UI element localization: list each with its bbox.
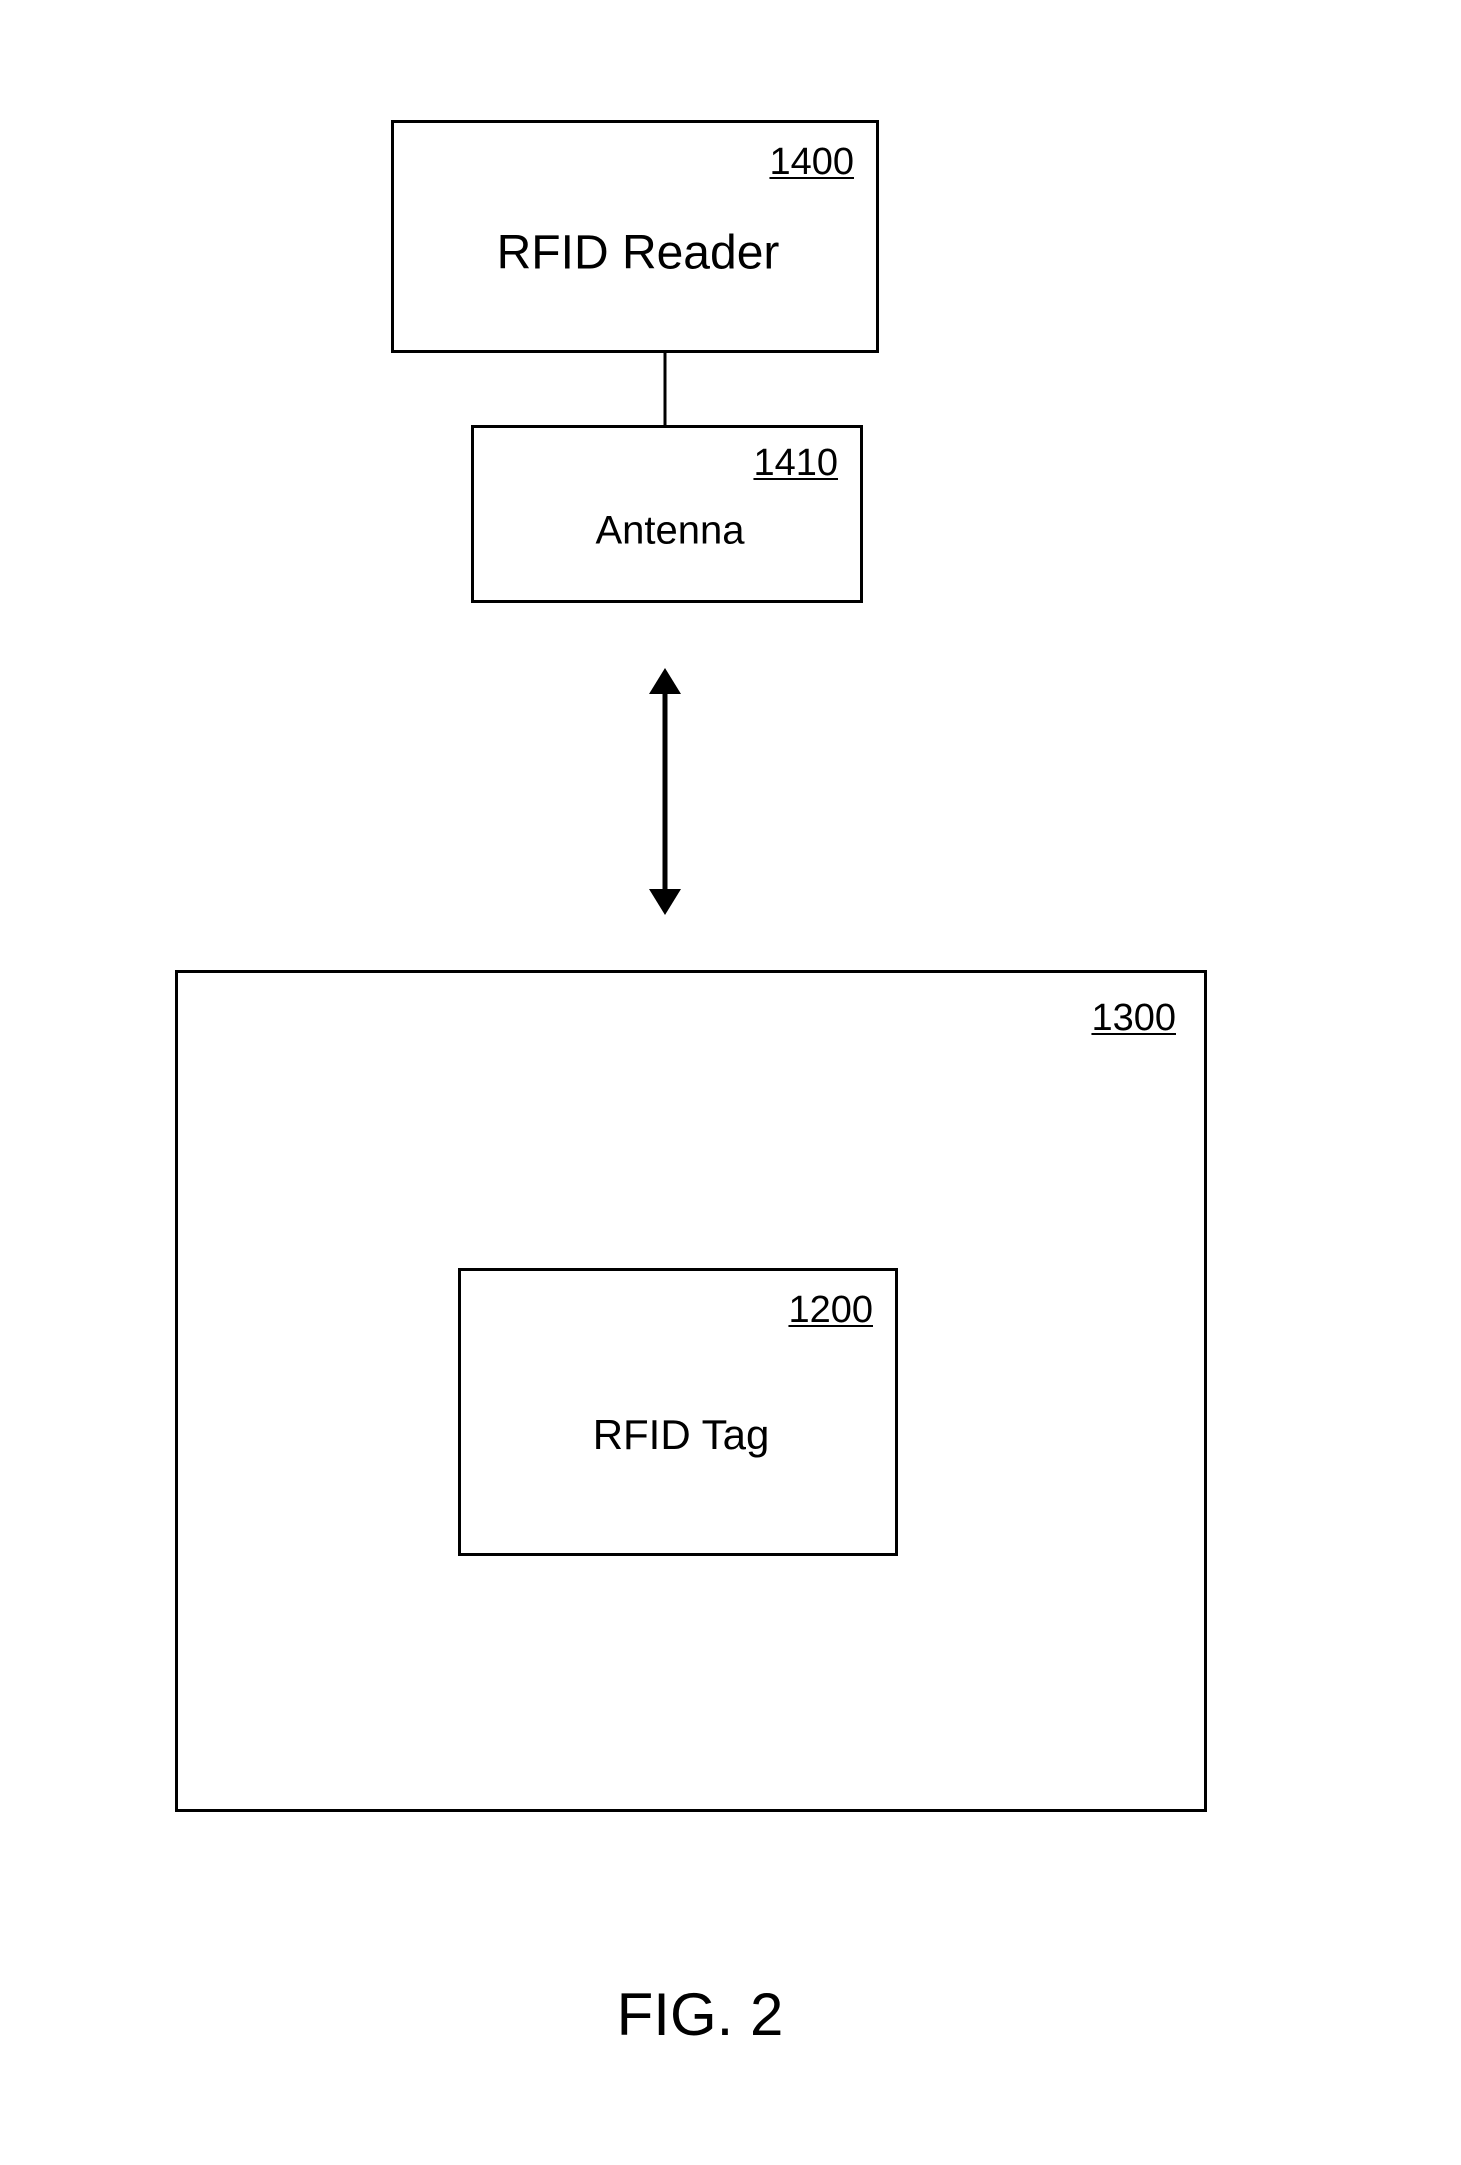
rfid-reader-ref: 1400 (769, 141, 854, 184)
antenna-ref: 1410 (753, 442, 838, 485)
rfid-tag-label: RFID Tag (593, 1411, 770, 1459)
antenna-label: Antenna (595, 509, 744, 554)
rfid-tag-ref: 1200 (788, 1289, 873, 1332)
rfid-reader-box: 1400 RFID Reader (391, 120, 879, 353)
rfid-reader-label: RFID Reader (497, 226, 780, 281)
diagram-canvas: 1400 RFID Reader 1410 Antenna 1300 1200 … (0, 0, 1461, 2165)
rfid-tag-box: 1200 RFID Tag (458, 1268, 898, 1556)
antenna-box: 1410 Antenna (471, 425, 863, 603)
rf-link-arrowhead-up (649, 668, 681, 694)
container-ref: 1300 (1091, 997, 1176, 1040)
figure-caption: FIG. 2 (617, 1980, 784, 2049)
rf-link-arrowhead-down (649, 889, 681, 915)
